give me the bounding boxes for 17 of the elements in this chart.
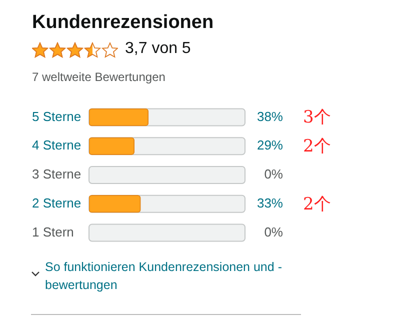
data-label: 0% — [264, 224, 284, 240]
chart-subtitle: 3,7 von 5 — [125, 40, 191, 58]
y-tick-label: 5 Sterne — [32, 108, 82, 124]
y-tick-label: 2 Sterne — [32, 195, 82, 210]
data-label: 29% — [256, 138, 284, 153]
chart-title: Kundenrezensionen — [32, 12, 214, 34]
text: 3个 — [303, 108, 331, 128]
data-label: 33% — [256, 195, 284, 210]
text: So funktionieren Kundenrezensionen und -bewertungen — [45, 259, 283, 294]
data-label: 38% — [256, 108, 284, 124]
y-tick-label: 3 Sterne — [32, 166, 82, 182]
y-tick-label: 4 Sterne — [32, 138, 82, 153]
text: 2个 — [303, 194, 331, 214]
text: 7 weltweite Bewertungen — [32, 70, 166, 84]
data-label: 0% — [264, 166, 284, 182]
y-tick-label: 1 Stern — [32, 224, 74, 240]
text: 2个 — [303, 136, 331, 157]
